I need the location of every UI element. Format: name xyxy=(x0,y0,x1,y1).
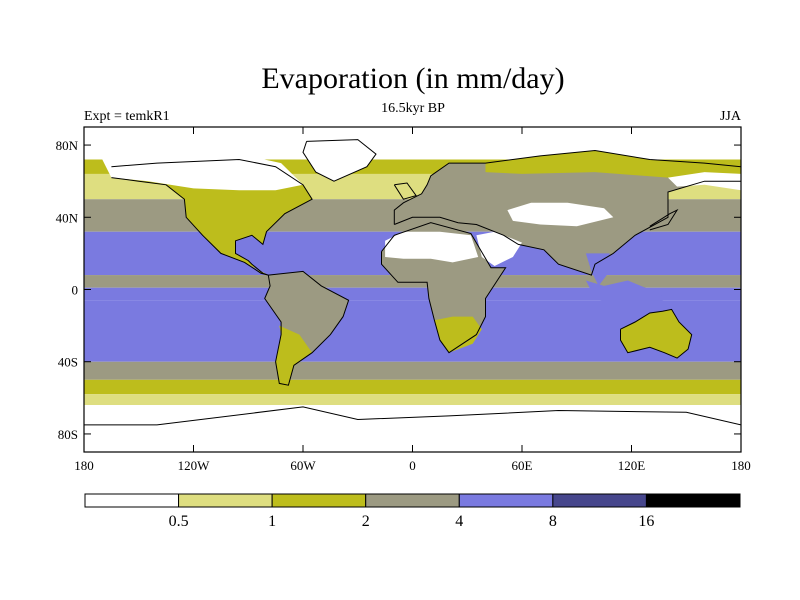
coastline-3 xyxy=(381,222,507,354)
coastline-4 xyxy=(393,149,741,225)
lat-band-9 xyxy=(84,379,741,395)
colorbar-box-4 xyxy=(458,493,554,508)
colorbar: 0.5 1 2 4 8 16 xyxy=(84,493,741,530)
coastline-0 xyxy=(111,158,313,276)
y-tick-label-2: 0 xyxy=(72,283,79,298)
region-south-america-south xyxy=(275,325,313,386)
axis-ticks: 180 120W 60W 0 60E 120E 180 80N 40N 0 40S 80S xyxy=(56,127,751,473)
lat-band-10 xyxy=(84,394,741,406)
subtitle-left: Expt = temkR1 xyxy=(84,109,170,124)
colorbar-label-4: 8 xyxy=(549,513,557,530)
y-tick-label-4: 80S xyxy=(58,427,78,442)
region-central-asia xyxy=(507,202,614,227)
y-tick-label-0: 80N xyxy=(56,138,79,153)
subtitle-center: 16.5kyr BP xyxy=(381,101,445,116)
region-indochina xyxy=(585,253,610,286)
x-tick-label-6: 180 xyxy=(731,458,751,473)
lat-band-8 xyxy=(84,361,741,380)
colorbar-box-6 xyxy=(645,493,741,508)
x-tick-label-3: 0 xyxy=(409,458,416,473)
x-tick-label-2: 60W xyxy=(290,458,316,473)
region-antarctica xyxy=(84,406,741,452)
colorbar-label-3: 4 xyxy=(455,513,463,530)
region-southern-africa xyxy=(434,316,482,353)
coastline-2 xyxy=(264,270,350,386)
colorbar-box-0 xyxy=(84,493,180,508)
subtitle-right: JJA xyxy=(720,109,742,124)
region-arabia-persia xyxy=(476,231,522,266)
region-siberia-north xyxy=(485,150,741,182)
colorbar-label-1: 1 xyxy=(268,513,276,530)
colorbar-label-2: 2 xyxy=(362,513,370,530)
coastline-6 xyxy=(620,308,693,359)
y-tick-label-3: 40S xyxy=(58,355,78,370)
x-tick-label-4: 60E xyxy=(512,458,533,473)
x-tick-label-5: 120E xyxy=(618,458,646,473)
chart-title: Evaporation (in mm/day) xyxy=(261,62,564,95)
colorbar-box-3 xyxy=(365,493,460,508)
coastline-8 xyxy=(393,182,417,200)
colorbar-label-5: 16 xyxy=(638,513,654,530)
region-greenland xyxy=(303,139,376,182)
coastline-7 xyxy=(84,406,741,426)
colorbar-box-1 xyxy=(178,493,273,508)
colorbar-box-2 xyxy=(271,493,367,508)
region-australia xyxy=(620,309,692,359)
coastline-5 xyxy=(394,180,741,276)
region-indonesia xyxy=(585,280,668,308)
lat-band-6 xyxy=(84,287,741,301)
x-tick-label-0: 180 xyxy=(74,458,94,473)
coastline-1 xyxy=(302,139,377,182)
colorbar-label-0: 0.5 xyxy=(169,513,189,530)
coastline-9 xyxy=(649,208,679,231)
x-tick-label-1: 120W xyxy=(178,458,211,473)
map-plot-area xyxy=(83,126,742,453)
colorbar-box-5 xyxy=(552,493,647,508)
y-tick-label-1: 40N xyxy=(56,210,79,225)
region-sahara xyxy=(385,231,479,263)
